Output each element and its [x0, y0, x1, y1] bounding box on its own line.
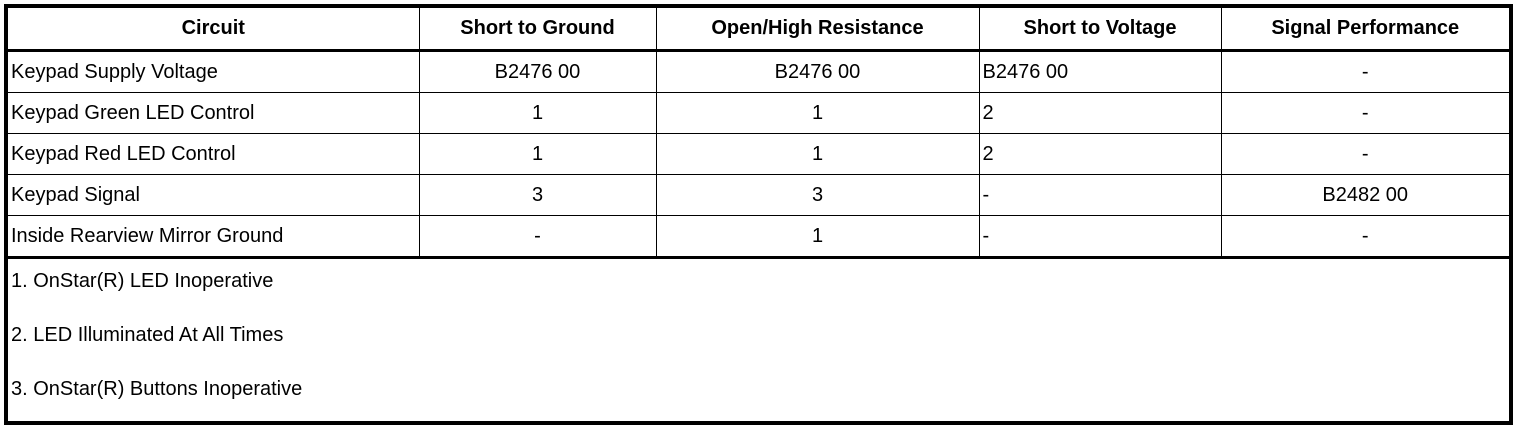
footnote: 3. OnStar(R) Buttons Inoperative: [11, 378, 303, 400]
table-row: Inside Rearview Mirror Ground -1- -: [5, 215, 1512, 258]
header-short-to-voltage: Short to Voltage: [978, 5, 1222, 52]
cell-open-high-resistance: B2476 00: [655, 50, 980, 93]
footnote: 2. LED Illuminated At All Times: [11, 324, 284, 346]
table-row: Keypad Supply Voltage B2476 00 B2476 00 B24…: [5, 50, 1512, 93]
header-circuit: Circuit: [5, 5, 420, 52]
cell-signal-performance: B2482 00: [1220, 174, 1512, 216]
cell-short-to-voltage: -: [978, 174, 1222, 216]
header-row: Circuit Short to Ground Open/High Resist…: [5, 5, 1512, 52]
table-row: Keypad Red LED Control 1 1 2-: [5, 133, 1512, 175]
cell-short-to-ground: -: [418, 215, 657, 258]
cell-signal-performance: -: [1220, 50, 1512, 93]
cell-short-to-voltage: 2: [978, 133, 1222, 175]
notes-row: 1. OnStar(R) LED Inoperative 2. LED Illum…: [5, 256, 1512, 424]
cell-circuit: Keypad Signal: [5, 174, 420, 216]
circuit-diagnostic-table: Circuit Short to Ground Open/High Resist…: [4, 4, 1513, 425]
cell-circuit: Inside Rearview Mirror Ground: [5, 215, 420, 258]
cell-open-high-resistance: 1: [655, 92, 980, 134]
cell-circuit: Keypad Green LED Control: [5, 92, 420, 134]
cell-circuit: Keypad Red LED Control: [5, 133, 420, 175]
cell-short-to-ground: B2476 00: [418, 50, 657, 93]
header-short-to-ground: Short to Ground: [418, 5, 657, 52]
cell-short-to-voltage: 2: [978, 92, 1222, 134]
table-row: Keypad Green LED Control 1 1 2-: [5, 92, 1512, 134]
cell-signal-performance: -: [1220, 133, 1512, 175]
cell-open-high-resistance: 1: [655, 133, 980, 175]
cell-short-to-voltage: -: [978, 215, 1222, 258]
cell-open-high-resistance: 1: [655, 215, 980, 258]
cell-short-to-voltage: B2476 00: [978, 50, 1222, 93]
cell-circuit: Keypad Supply Voltage: [5, 50, 420, 93]
footnote: 1. OnStar(R) LED Inoperative: [11, 270, 274, 292]
notes-cell: 1. OnStar(R) LED Inoperative 2. LED Illum…: [5, 256, 1512, 424]
header-open-high-resistance: Open/High Resistance: [655, 5, 980, 52]
cell-short-to-ground: 3: [418, 174, 657, 216]
cell-open-high-resistance: 3: [655, 174, 980, 216]
cell-short-to-ground: 1: [418, 133, 657, 175]
table-row: Keypad Signal 3 3- B2482 00: [5, 174, 1512, 216]
cell-signal-performance: -: [1220, 92, 1512, 134]
cell-signal-performance: -: [1220, 215, 1512, 258]
header-signal-performance: Signal Performance: [1220, 5, 1512, 52]
cell-short-to-ground: 1: [418, 92, 657, 134]
